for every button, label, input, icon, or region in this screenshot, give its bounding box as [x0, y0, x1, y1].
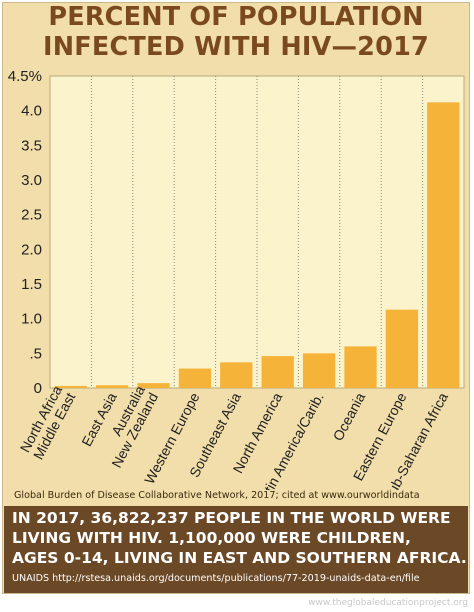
category-grid: [90, 76, 424, 388]
y-tick-label: 0: [34, 380, 42, 397]
y-tick-label: 4.5%: [8, 68, 42, 85]
bar: [302, 353, 336, 388]
bar: [54, 385, 87, 388]
bar: [261, 356, 294, 388]
y-tick-label: .5: [29, 345, 42, 362]
bar: [427, 102, 460, 388]
bar-chart: 0 .5 1.0 1.5 2.0 2.5 3.0 3.5 4.0 4.5% North Afric…: [8, 68, 465, 490]
bar: [178, 368, 212, 388]
y-tick-label: 4.0: [21, 103, 42, 120]
info-box: IN 2017, 36,822,237 PEOPLE IN THE WORLD …: [4, 506, 468, 593]
y-tick-label: 2.0: [21, 241, 42, 258]
info-text: IN 2017, 36,822,237 PEOPLE IN THE WORLD …: [12, 508, 467, 568]
y-tick-label: 1.0: [21, 311, 42, 328]
bar: [95, 385, 129, 388]
info-line-3: AGES 0-14, LIVING IN EAST AND SOUTHERN A…: [12, 549, 467, 567]
y-tick-label: 3.5: [21, 137, 42, 154]
info-line-2: LIVING WITH HIV. 1,100,000 WERE CHILDREN…: [12, 529, 411, 547]
y-axis-ticks: 0 .5 1.0 1.5 2.0 2.5 3.0 3.5 4.0 4.5%: [8, 68, 42, 397]
info-citation: UNAIDS http://rstesa.unaids.org/document…: [12, 573, 420, 584]
info-line-1: IN 2017, 36,822,237 PEOPLE IN THE WORLD …: [12, 509, 451, 527]
bar: [385, 309, 419, 388]
y-tick-label: 3.0: [21, 172, 42, 189]
bar: [344, 346, 377, 388]
bars: [54, 102, 460, 388]
watermark: www.theglobaleducationproject.org: [308, 598, 468, 608]
chart-title: PERCENT OF POPULATION INFECTED WITH HIV—…: [2, 2, 470, 62]
x-tick-label: Oceania: [330, 390, 369, 444]
bar: [137, 383, 170, 388]
y-tick-label: 1.5: [21, 276, 42, 293]
x-tick-label-line: Oceania: [330, 390, 369, 444]
y-tick-label: 2.5: [21, 207, 42, 224]
title-line-2: INFECTED WITH HIV—2017: [43, 32, 429, 62]
bar: [220, 362, 253, 388]
source-note: Global Burden of Disease Collaborative N…: [14, 490, 420, 501]
title-line-1: PERCENT OF POPULATION: [48, 2, 424, 32]
